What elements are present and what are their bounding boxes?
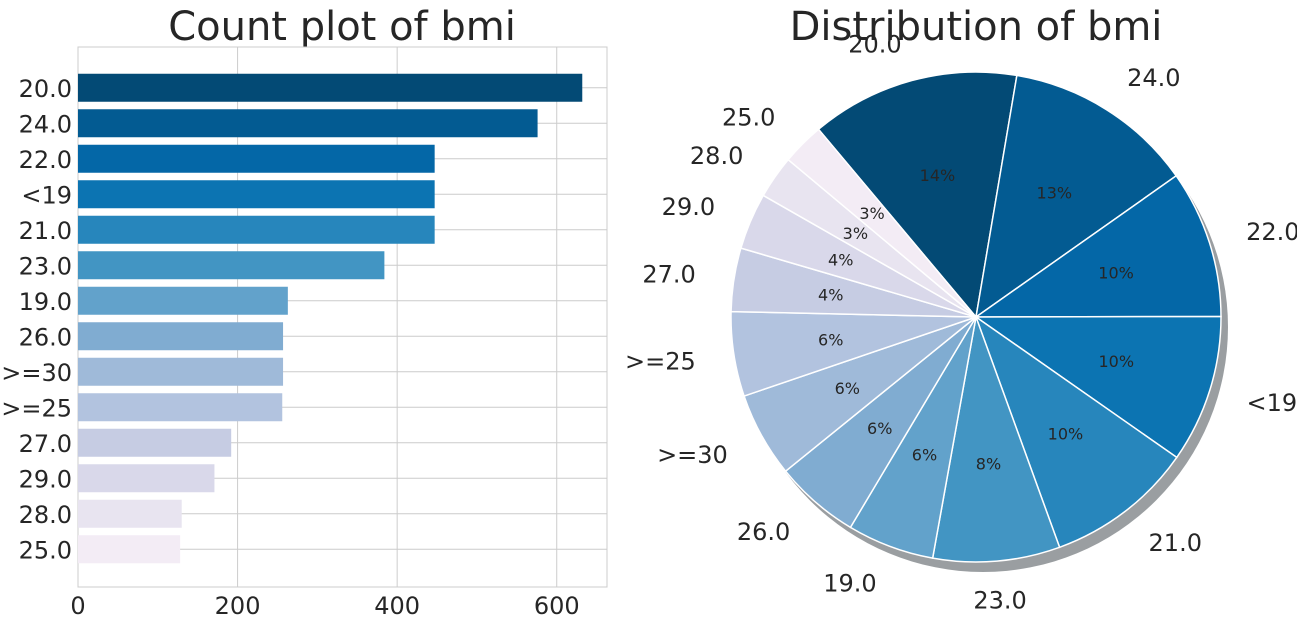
bar-y-tick-label: 22.0 bbox=[19, 146, 72, 174]
pie-percent-label: 4% bbox=[818, 286, 843, 305]
pie-category-label: 27.0 bbox=[642, 261, 695, 289]
bar bbox=[78, 357, 284, 386]
pie-percent-label: 8% bbox=[976, 454, 1001, 473]
bar bbox=[78, 251, 385, 280]
bar-x-tick-label: 200 bbox=[215, 592, 261, 620]
pie-category-label: 23.0 bbox=[973, 586, 1026, 614]
bar-y-tick-label: 25.0 bbox=[19, 536, 72, 564]
pie-slice bbox=[974, 74, 1178, 319]
pie-category-labels: 20.0 24.0 22.0 <19 21.0 23.0 19.0 26.0 >=30 >=25 2… bbox=[625, 30, 1297, 614]
pie-category-label: >=25 bbox=[625, 347, 696, 375]
pie-slice bbox=[931, 314, 1061, 563]
bar-y-tick-label: 24.0 bbox=[19, 110, 72, 138]
bar bbox=[78, 180, 435, 209]
bar bbox=[78, 144, 435, 173]
bar-y-tick-label: 23.0 bbox=[19, 252, 72, 280]
bar bbox=[78, 393, 283, 422]
pie-category-label: 29.0 bbox=[662, 193, 715, 221]
pie-category-label: <19 bbox=[1246, 389, 1297, 417]
bar bbox=[78, 215, 435, 244]
bar-series bbox=[78, 73, 583, 564]
bar-y-tick-label: 28.0 bbox=[19, 501, 72, 529]
pie-slices bbox=[730, 71, 1222, 563]
pie-percent-label: 10% bbox=[1098, 263, 1134, 282]
bar-y-tick-label: 29.0 bbox=[19, 465, 72, 493]
bar-x-tick-label: 600 bbox=[534, 592, 580, 620]
bar-y-tick-label: <19 bbox=[21, 181, 72, 209]
bar-y-tick-label: >=25 bbox=[1, 394, 72, 422]
pie-slice bbox=[974, 315, 1178, 549]
pie-category-label: >=30 bbox=[657, 441, 728, 469]
pie-percent-label: 6% bbox=[912, 446, 937, 465]
bar bbox=[78, 286, 288, 315]
bar bbox=[78, 73, 583, 102]
pie-category-label: 25.0 bbox=[722, 104, 775, 132]
pie-category-label: 22.0 bbox=[1246, 218, 1297, 246]
bar bbox=[78, 464, 215, 493]
bar bbox=[78, 535, 181, 564]
pie-percent-label: 10% bbox=[1098, 352, 1134, 371]
bar-x-tick-label: 400 bbox=[374, 592, 420, 620]
pie-slice bbox=[973, 174, 1222, 318]
pie-chart: Distribution of bmi 20.024.022.0<1921.02… bbox=[625, 4, 1297, 614]
bar bbox=[78, 322, 284, 351]
bar-y-tick-label: 26.0 bbox=[19, 323, 72, 351]
bar bbox=[78, 428, 232, 457]
pie-percent-label: 10% bbox=[1048, 425, 1084, 444]
pie-slice bbox=[817, 71, 1018, 319]
pie-percent-label: 6% bbox=[867, 419, 892, 438]
pie-category-label: 24.0 bbox=[1127, 64, 1180, 92]
pie-category-label: 20.0 bbox=[848, 30, 901, 58]
pie-slice bbox=[787, 128, 977, 318]
bar bbox=[78, 109, 538, 138]
bar-chart-title: Count plot of bmi bbox=[168, 4, 516, 50]
bar-y-tick-label: 27.0 bbox=[19, 430, 72, 458]
bar bbox=[78, 499, 182, 528]
bar-y-tick-label: 19.0 bbox=[19, 288, 72, 316]
pie-percent-label: 3% bbox=[843, 224, 868, 243]
pie-percent-label: 3% bbox=[859, 204, 884, 223]
pie-percent-labels: 14% 13% 10% 10% 10% 8% 6% 6% 6% 6% 4% 4% 3%3% bbox=[818, 166, 1134, 473]
bar-y-tick-label: >=30 bbox=[1, 359, 72, 387]
pie-chart-title: Distribution of bmi bbox=[790, 4, 1163, 50]
bar-chart: Count plot of bmi 20.0 24.0 22.0 <19 21.0 23.… bbox=[1, 4, 608, 620]
pie-percent-label: 13% bbox=[1037, 184, 1073, 203]
pie-percent-label: 6% bbox=[835, 379, 860, 398]
pie-slice bbox=[973, 315, 1222, 459]
pie-category-label: 19.0 bbox=[823, 570, 876, 598]
bar-x-tick-labels: 0 200 400 600 bbox=[70, 592, 579, 620]
bar-y-tick-label: 21.0 bbox=[19, 217, 72, 245]
pie-percent-label: 14% bbox=[920, 166, 956, 185]
bar-y-tick-labels: 20.0 24.0 22.0 <19 21.0 23.0 19.0 26.0 >=30 >=25 2… bbox=[1, 75, 72, 565]
bar-y-tick-label: 20.0 bbox=[19, 75, 72, 103]
pie-category-label: 28.0 bbox=[690, 142, 743, 170]
pie-percent-label: 4% bbox=[828, 250, 853, 269]
pie-percent-label: 6% bbox=[818, 330, 843, 349]
pie-category-label: 26.0 bbox=[737, 518, 790, 546]
bar-x-tick-label: 0 bbox=[70, 592, 85, 620]
pie-category-label: 21.0 bbox=[1149, 529, 1202, 557]
